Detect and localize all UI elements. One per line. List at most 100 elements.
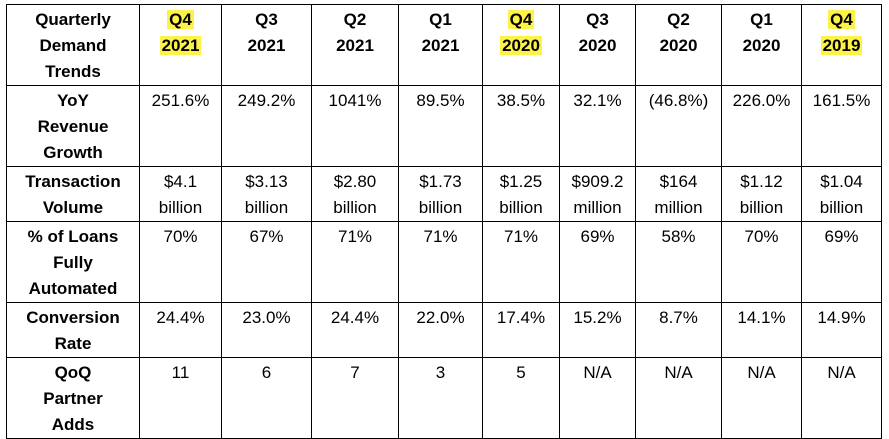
cell-line: 71% <box>503 227 539 246</box>
table-cell: N/A <box>635 357 722 439</box>
cell-line: 23.0% <box>242 308 291 327</box>
cell-line: billion <box>158 198 203 217</box>
year-label: 2020 <box>742 36 781 55</box>
row-label: Transaction Volume <box>6 166 140 222</box>
table-cell: 249.2% <box>221 85 312 167</box>
table-cell: $3.13 billion <box>221 166 312 222</box>
cell-line: billion <box>418 198 463 217</box>
cell-line: QoQ <box>54 363 92 382</box>
quarter-label: Q1 <box>750 10 773 29</box>
quarter-header: Q1 2021 <box>398 4 483 86</box>
table-cell: 58% <box>635 221 722 303</box>
cell-line: 17.4% <box>496 308 546 327</box>
cell-line: 38.5% <box>496 91 546 110</box>
cell-line: 3 <box>435 363 446 382</box>
cell-line: 58% <box>661 227 696 246</box>
table-cell: 161.5% <box>801 85 882 167</box>
cell-line: 1041% <box>328 91 382 110</box>
cell-line: 6 <box>261 363 272 382</box>
table-cell: 24.4% <box>311 302 399 358</box>
year-label: 2021 <box>159 36 202 55</box>
table-cell: 24.4% <box>139 302 222 358</box>
table-cell: $2.80 billion <box>311 166 399 222</box>
cell-line: (46.8%) <box>648 91 709 110</box>
table-cell: $1.73 billion <box>398 166 483 222</box>
cell-line: billion <box>499 198 543 217</box>
table-cell: 69% <box>801 221 882 303</box>
table-cell: 22.0% <box>398 302 483 358</box>
table-cell: $4.1 billion <box>139 166 222 222</box>
table-cell: 23.0% <box>221 302 312 358</box>
quarter-label: Q3 <box>255 10 278 29</box>
cell-line: 69% <box>824 227 859 246</box>
cell-line: 7 <box>350 363 360 382</box>
cell-line: Transaction <box>25 172 121 191</box>
cell-line: Demand <box>39 36 107 55</box>
quarter-label: Q4 <box>828 10 855 29</box>
cell-line: Automated <box>28 279 118 298</box>
table-cell: 70% <box>721 221 802 303</box>
quarter-label: Q1 <box>429 10 452 29</box>
cell-line: Revenue <box>37 117 109 136</box>
cell-line: Adds <box>51 415 95 434</box>
cell-line: 15.2% <box>573 308 622 327</box>
year-label: 2020 <box>659 36 698 55</box>
table-cell: 1041% <box>311 85 399 167</box>
cell-line: 249.2% <box>237 91 296 110</box>
cell-line: 69% <box>580 227 615 246</box>
cell-line: 11 <box>171 363 190 382</box>
table-cell: 251.6% <box>139 85 222 167</box>
quarter-label: Q4 <box>167 10 194 29</box>
cell-line: $164 <box>659 172 698 191</box>
cell-line: $3.13 <box>245 172 288 191</box>
cell-line: 71% <box>337 227 373 246</box>
table-cell: $1.25 billion <box>482 166 560 222</box>
cell-line: 14.9% <box>817 308 866 327</box>
cell-line: N/A <box>827 363 856 382</box>
cell-line: N/A <box>664 363 693 382</box>
cell-line: $2.80 <box>333 172 377 191</box>
cell-line: 14.1% <box>737 308 786 327</box>
table-cell: N/A <box>559 357 636 439</box>
cell-line: 22.0% <box>416 308 465 327</box>
table-cell: 226.0% <box>721 85 802 167</box>
cell-line: 67% <box>249 227 284 246</box>
cell-line: $4.1 <box>163 172 198 191</box>
table-cell: N/A <box>801 357 882 439</box>
row-label: % of Loans Fully Automated <box>6 221 140 303</box>
year-label: 2020 <box>500 36 542 55</box>
table-cell: 69% <box>559 221 636 303</box>
cell-line: 251.6% <box>151 91 210 110</box>
year-label: 2021 <box>336 36 374 55</box>
row-label: YoY Revenue Growth <box>6 85 140 167</box>
table-cell: $1.12 billion <box>721 166 802 222</box>
table-cell: 38.5% <box>482 85 560 167</box>
year-label: 2019 <box>820 36 863 55</box>
year-label: 2021 <box>247 36 286 55</box>
year-label: 2020 <box>578 36 617 55</box>
table-cell: 71% <box>398 221 483 303</box>
table-cell: $909.2 million <box>559 166 636 222</box>
cell-line: 226.0% <box>732 91 791 110</box>
row-label: QoQ Partner Adds <box>6 357 140 439</box>
cell-line: YoY <box>57 91 89 110</box>
table-cell: 17.4% <box>482 302 560 358</box>
cell-line: Volume <box>42 198 104 217</box>
quarter-label: Q4 <box>507 10 535 29</box>
cell-line: Trends <box>45 62 101 81</box>
cell-line: N/A <box>747 363 776 382</box>
table-cell: (46.8%) <box>635 85 722 167</box>
cell-line: $1.04 <box>820 172 863 191</box>
cell-line: $1.25 <box>499 172 543 191</box>
table-cell: $1.04 billion <box>801 166 882 222</box>
table-cell: 70% <box>139 221 222 303</box>
table-cell: 3 <box>398 357 483 439</box>
cell-line: Partner <box>43 389 103 408</box>
cell-line: 70% <box>744 227 779 246</box>
table-cell: 67% <box>221 221 312 303</box>
cell-line: billion <box>333 198 377 217</box>
quarter-header: Q3 2021 <box>221 4 312 86</box>
year-label: 2021 <box>421 36 460 55</box>
cell-line: billion <box>739 198 784 217</box>
table-cell: 71% <box>482 221 560 303</box>
